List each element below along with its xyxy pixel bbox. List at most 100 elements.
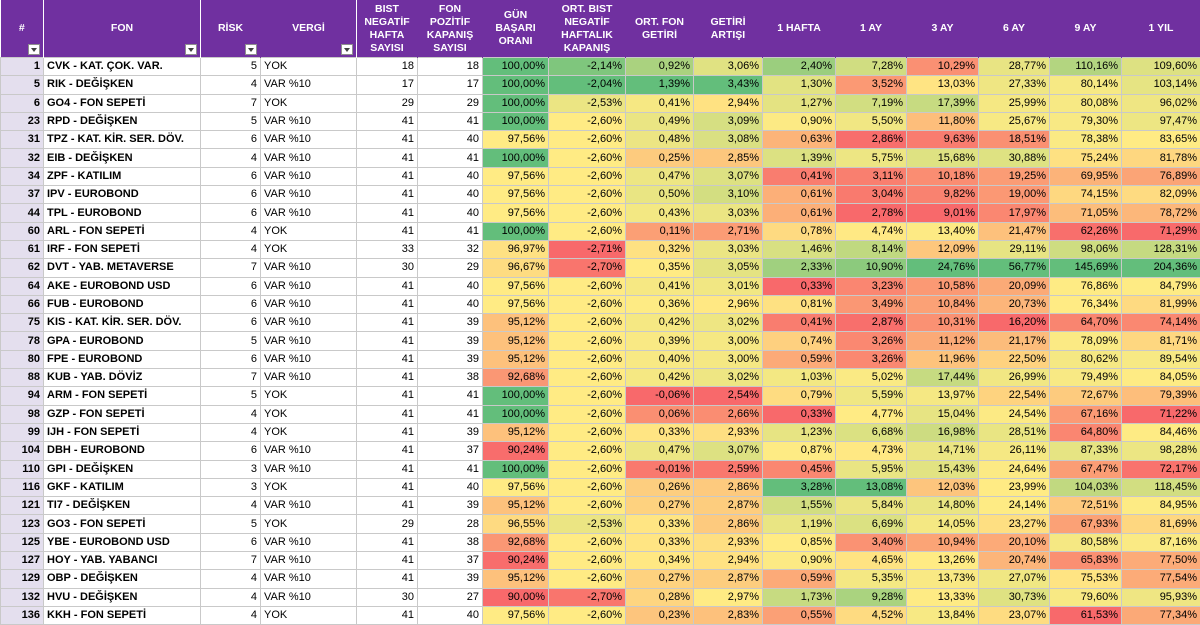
cell-ort-fon[interactable]: 0,33% — [626, 515, 694, 533]
cell-a1[interactable]: 3,52% — [836, 76, 907, 94]
cell-gun-basari[interactable]: 100,00% — [483, 94, 549, 112]
cell-ort-bist[interactable]: -2,60% — [549, 405, 626, 423]
cell-a3[interactable]: 13,33% — [907, 588, 979, 606]
cell-y1[interactable]: 81,99% — [1122, 295, 1200, 313]
cell-a1[interactable]: 5,84% — [836, 497, 907, 515]
cell-vergi[interactable]: VAR %10 — [261, 350, 357, 368]
cell-fon-poz[interactable]: 39 — [418, 350, 483, 368]
cell-idx[interactable]: 129 — [1, 570, 44, 588]
cell-y1[interactable]: 77,34% — [1122, 606, 1200, 624]
cell-fon-poz[interactable]: 40 — [418, 167, 483, 185]
cell-ort-fon[interactable]: 0,27% — [626, 570, 694, 588]
cell-gun-basari[interactable]: 92,68% — [483, 533, 549, 551]
cell-ort-fon[interactable]: 0,41% — [626, 277, 694, 295]
cell-getiri-artisi[interactable]: 2,86% — [694, 515, 763, 533]
cell-ort-bist[interactable]: -2,60% — [549, 295, 626, 313]
cell-fon-poz[interactable]: 41 — [418, 460, 483, 478]
cell-risk[interactable]: 6 — [201, 350, 261, 368]
cell-vergi[interactable]: VAR %10 — [261, 149, 357, 167]
cell-a3[interactable]: 9,01% — [907, 204, 979, 222]
cell-y1[interactable]: 89,54% — [1122, 350, 1200, 368]
cell-a3[interactable]: 12,03% — [907, 478, 979, 496]
cell-ort-fon[interactable]: 0,27% — [626, 497, 694, 515]
cell-gun-basari[interactable]: 95,12% — [483, 314, 549, 332]
cell-vergi[interactable]: VAR %10 — [261, 442, 357, 460]
cell-fon-poz[interactable]: 40 — [418, 277, 483, 295]
cell-ort-bist[interactable]: -2,71% — [549, 240, 626, 258]
cell-gun-basari[interactable]: 100,00% — [483, 76, 549, 94]
cell-h1[interactable]: 0,63% — [763, 131, 836, 149]
cell-bist-neg[interactable]: 41 — [357, 332, 418, 350]
cell-a1[interactable]: 10,90% — [836, 259, 907, 277]
cell-gun-basari[interactable]: 96,67% — [483, 259, 549, 277]
cell-risk[interactable]: 7 — [201, 94, 261, 112]
cell-ort-bist[interactable]: -2,60% — [549, 131, 626, 149]
cell-gun-basari[interactable]: 97,56% — [483, 204, 549, 222]
cell-getiri-artisi[interactable]: 3,02% — [694, 369, 763, 387]
cell-gun-basari[interactable]: 95,12% — [483, 332, 549, 350]
cell-a9[interactable]: 80,62% — [1050, 350, 1122, 368]
cell-getiri-artisi[interactable]: 2,66% — [694, 405, 763, 423]
cell-getiri-artisi[interactable]: 3,00% — [694, 350, 763, 368]
cell-vergi[interactable]: VAR %10 — [261, 76, 357, 94]
cell-ort-fon[interactable]: 0,25% — [626, 149, 694, 167]
cell-a9[interactable]: 79,30% — [1050, 112, 1122, 130]
cell-a1[interactable]: 3,26% — [836, 332, 907, 350]
cell-ort-bist[interactable]: -2,70% — [549, 259, 626, 277]
cell-risk[interactable]: 6 — [201, 131, 261, 149]
cell-vergi[interactable]: YOK — [261, 240, 357, 258]
cell-a3[interactable]: 12,09% — [907, 240, 979, 258]
cell-a6[interactable]: 20,74% — [979, 552, 1050, 570]
cell-a6[interactable]: 20,73% — [979, 295, 1050, 313]
cell-bist-neg[interactable]: 41 — [357, 222, 418, 240]
cell-bist-neg[interactable]: 41 — [357, 460, 418, 478]
cell-h1[interactable]: 0,33% — [763, 405, 836, 423]
cell-y1[interactable]: 87,16% — [1122, 533, 1200, 551]
cell-fon-poz[interactable]: 41 — [418, 112, 483, 130]
cell-a6[interactable]: 24,14% — [979, 497, 1050, 515]
cell-fon[interactable]: YBE - EUROBOND USD — [44, 533, 201, 551]
cell-a9[interactable]: 110,16% — [1050, 58, 1122, 76]
cell-h1[interactable]: 2,33% — [763, 259, 836, 277]
filter-dropdown-icon[interactable] — [341, 44, 353, 55]
cell-fon[interactable]: GO3 - FON SEPETİ — [44, 515, 201, 533]
cell-a1[interactable]: 4,65% — [836, 552, 907, 570]
cell-h1[interactable]: 1,55% — [763, 497, 836, 515]
cell-h1[interactable]: 0,33% — [763, 277, 836, 295]
cell-fon[interactable]: KKH - FON SEPETİ — [44, 606, 201, 624]
cell-ort-fon[interactable]: 0,50% — [626, 186, 694, 204]
cell-ort-fon[interactable]: 0,47% — [626, 442, 694, 460]
cell-risk[interactable]: 5 — [201, 515, 261, 533]
cell-h1[interactable]: 0,59% — [763, 350, 836, 368]
cell-ort-bist[interactable]: -2,14% — [549, 58, 626, 76]
cell-fon-poz[interactable]: 38 — [418, 533, 483, 551]
cell-bist-neg[interactable]: 41 — [357, 405, 418, 423]
cell-a6[interactable]: 19,25% — [979, 167, 1050, 185]
cell-ort-fon[interactable]: 0,32% — [626, 240, 694, 258]
cell-a1[interactable]: 6,69% — [836, 515, 907, 533]
cell-idx[interactable]: 5 — [1, 76, 44, 94]
cell-a3[interactable]: 9,63% — [907, 131, 979, 149]
cell-gun-basari[interactable]: 100,00% — [483, 58, 549, 76]
cell-ort-bist[interactable]: -2,60% — [549, 222, 626, 240]
cell-ort-bist[interactable]: -2,60% — [549, 478, 626, 496]
cell-y1[interactable]: 128,31% — [1122, 240, 1200, 258]
cell-a6[interactable]: 18,51% — [979, 131, 1050, 149]
cell-a3[interactable]: 15,04% — [907, 405, 979, 423]
cell-idx[interactable]: 136 — [1, 606, 44, 624]
cell-fon[interactable]: ARM - FON SEPETİ — [44, 387, 201, 405]
cell-ort-fon[interactable]: 0,43% — [626, 204, 694, 222]
cell-a1[interactable]: 5,75% — [836, 149, 907, 167]
cell-bist-neg[interactable]: 41 — [357, 478, 418, 496]
cell-fon-poz[interactable]: 27 — [418, 588, 483, 606]
cell-y1[interactable]: 84,79% — [1122, 277, 1200, 295]
cell-getiri-artisi[interactable]: 3,02% — [694, 314, 763, 332]
cell-ort-fon[interactable]: 0,41% — [626, 94, 694, 112]
cell-bist-neg[interactable]: 41 — [357, 570, 418, 588]
